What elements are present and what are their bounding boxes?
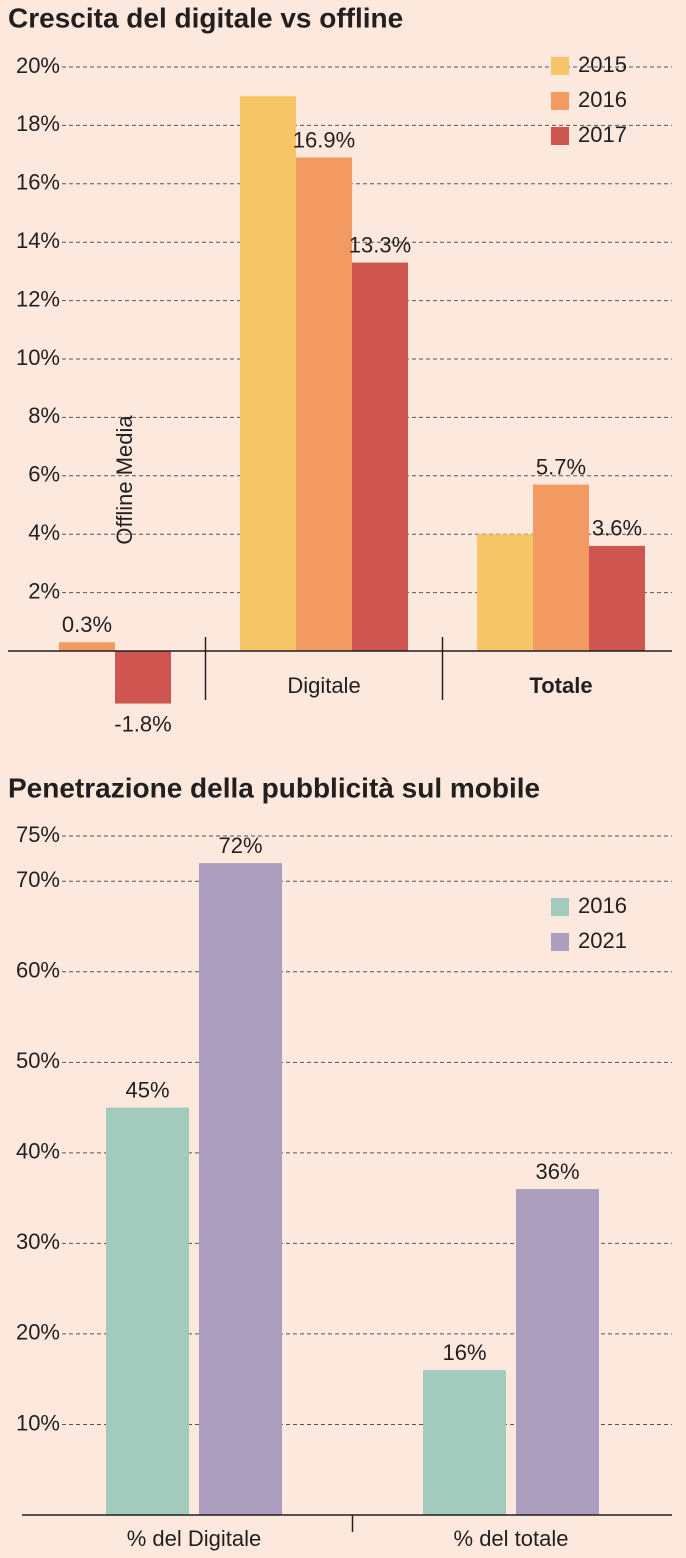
- bar: [240, 96, 296, 651]
- legend-swatch: [551, 898, 569, 916]
- x-tick-label: Totale: [529, 673, 592, 698]
- bar: [477, 534, 533, 651]
- legend-label: 2015: [578, 52, 627, 77]
- y-tick-label: 18%: [16, 111, 60, 136]
- y-tick-label: 40%: [16, 1139, 60, 1164]
- y-tick-label: 12%: [16, 286, 60, 311]
- y-tick-label: 30%: [16, 1229, 60, 1254]
- data-label: 16.9%: [293, 127, 355, 152]
- legend-swatch: [551, 92, 569, 110]
- x-tick-label: % del totale: [454, 1526, 569, 1551]
- bar: [423, 1370, 506, 1515]
- y-tick-label: 16%: [16, 170, 60, 195]
- y-tick-label: 10%: [16, 1410, 60, 1435]
- x-tick-label: % del Digitale: [127, 1526, 262, 1551]
- y-tick-label: 2%: [28, 578, 60, 603]
- y-tick-label: 60%: [16, 958, 60, 983]
- chart-title: Crescita del digitale vs offline: [8, 2, 403, 33]
- legend-swatch: [551, 127, 569, 145]
- bar: [352, 262, 408, 651]
- data-label: 36%: [535, 1159, 579, 1184]
- data-label: 3.6%: [592, 516, 642, 541]
- y-tick-label: 20%: [16, 1320, 60, 1345]
- data-label: 5.7%: [536, 454, 586, 479]
- bar: [59, 642, 115, 651]
- legend-label: 2021: [578, 928, 627, 953]
- data-label: 45%: [125, 1077, 169, 1102]
- bar: [199, 863, 282, 1515]
- chart-title: Penetrazione della pubblicità sul mobile: [8, 772, 540, 803]
- bar: [115, 651, 171, 704]
- x-tick-label: Digitale: [287, 673, 360, 698]
- legend-label: 2016: [578, 87, 627, 112]
- bar: [106, 1107, 189, 1515]
- bar: [516, 1189, 599, 1515]
- y-tick-label: 75%: [16, 822, 60, 847]
- y-tick-label: 14%: [16, 228, 60, 253]
- legend-label: 2016: [578, 893, 627, 918]
- y-tick-label: 4%: [28, 520, 60, 545]
- data-label: -1.8%: [114, 711, 171, 736]
- legend-swatch: [551, 57, 569, 75]
- y-tick-label: 20%: [16, 53, 60, 78]
- bar: [589, 545, 645, 651]
- y-tick-label: 50%: [16, 1048, 60, 1073]
- legend-label: 2017: [578, 122, 627, 147]
- x-tick-label: Offline Media: [112, 415, 137, 545]
- legend-swatch: [551, 933, 569, 951]
- y-tick-label: 70%: [16, 867, 60, 892]
- data-label: 13.3%: [349, 232, 411, 257]
- data-label: 72%: [218, 833, 262, 858]
- bar: [296, 157, 352, 651]
- bar: [533, 484, 589, 651]
- data-label: 0.3%: [62, 612, 112, 637]
- y-tick-label: 6%: [28, 462, 60, 487]
- data-label: 16%: [442, 1340, 486, 1365]
- y-tick-label: 10%: [16, 345, 60, 370]
- y-tick-label: 8%: [28, 403, 60, 428]
